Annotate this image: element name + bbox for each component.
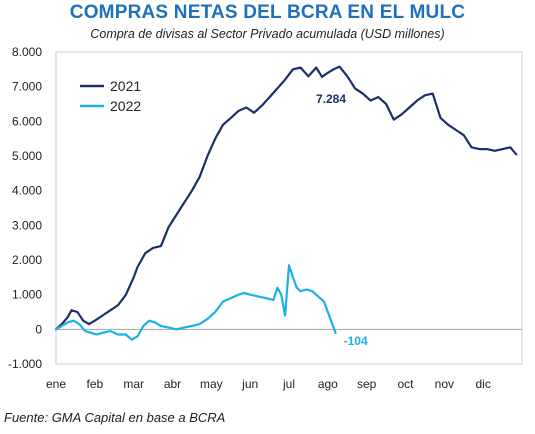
x-tick-label: oct <box>397 377 414 391</box>
y-tick-label: -1.000 <box>8 357 42 371</box>
y-tick-label: 8.000 <box>12 45 42 59</box>
x-tick-label: mar <box>123 377 144 391</box>
y-tick-label: 2.000 <box>12 253 42 267</box>
x-tick-label: jul <box>282 377 295 391</box>
y-tick-label: 6.000 <box>12 114 42 128</box>
legend-label-2021: 2021 <box>110 78 141 94</box>
plot-area-border <box>55 51 523 365</box>
x-axis: ene feb mar abr may jun jul ago sep oct nov dic <box>46 377 491 391</box>
y-axis: -1.000 0 1.000 2.000 3.000 4.000 5.000 6.000 7.0… <box>8 45 42 371</box>
legend: 2021 2022 <box>80 78 141 114</box>
x-tick-label: may <box>200 377 223 391</box>
y-tick-label: 5.000 <box>12 149 42 163</box>
x-tick-label: nov <box>435 377 454 391</box>
data-label-2021: 7.284 <box>316 92 346 106</box>
y-tick-label: 0 <box>35 322 42 336</box>
x-tick-label: abr <box>164 377 181 391</box>
legend-label-2022: 2022 <box>110 98 141 114</box>
source-note: Fuente: GMA Capital en base a BCRA <box>4 410 226 425</box>
chart-title: COMPRAS NETAS DEL BCRA EN EL MULC <box>69 2 466 23</box>
x-tick-label: ene <box>46 377 66 391</box>
x-tick-label: ago <box>318 377 338 391</box>
y-tick-label: 7.000 <box>12 80 42 94</box>
x-tick-label: sep <box>357 377 377 391</box>
chart-subtitle: Compra de divisas al Sector Privado acum… <box>90 27 445 41</box>
y-tick-label: 4.000 <box>12 184 42 198</box>
annotations: 7.284 -104 <box>316 92 368 348</box>
series-line-2022 <box>54 264 337 341</box>
x-tick-label: feb <box>86 377 103 391</box>
y-tick-label: 1.000 <box>12 288 42 302</box>
y-tick-label: 3.000 <box>12 218 42 232</box>
x-tick-label: dic <box>475 377 490 391</box>
x-tick-label: jun <box>241 377 258 391</box>
series-line-2021 <box>54 65 518 331</box>
series-lines <box>54 65 518 341</box>
data-label-2022: -104 <box>344 334 368 348</box>
